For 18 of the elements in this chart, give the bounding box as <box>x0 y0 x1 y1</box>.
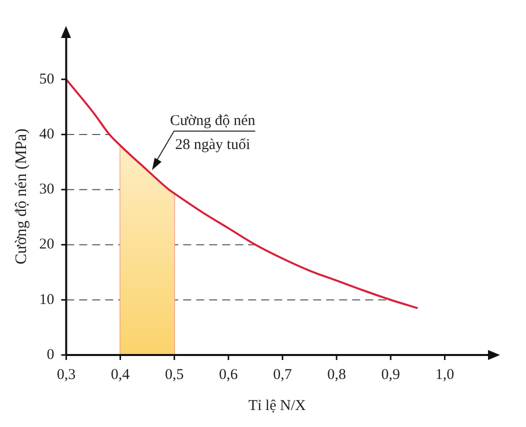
x-tick-label: 0,7 <box>273 366 292 383</box>
x-tick-label: 0,4 <box>110 366 130 383</box>
annotation: Cường độ nén 28 ngày tuổi <box>170 113 256 154</box>
x-tick-label: 0,9 <box>381 366 400 383</box>
x-tick-label: 0,5 <box>164 366 184 383</box>
y-tick-label: 50 <box>39 71 54 88</box>
y-axis-title: Cường độ nén (MPa) <box>12 128 30 264</box>
x-tick-label: 1,0 <box>435 366 454 383</box>
x-tick-label: 0,6 <box>219 366 238 383</box>
y-tick-label: 30 <box>39 182 54 198</box>
x-tick-label: 0,8 <box>327 366 346 383</box>
y-tick-label: 40 <box>39 126 54 142</box>
line-series <box>66 78 419 310</box>
y-tick-label: 0 <box>46 346 54 363</box>
y-tick-label: 20 <box>39 236 54 253</box>
y-tick-label: 10 <box>39 292 54 308</box>
x-axis-title: Tỉ lệ N/X <box>248 398 306 414</box>
x-tick-label: 0,3 <box>56 366 76 383</box>
